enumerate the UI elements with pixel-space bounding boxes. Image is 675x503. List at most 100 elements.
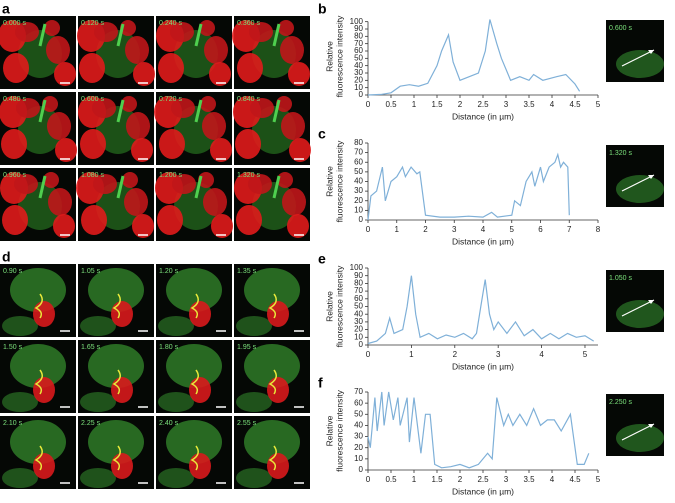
x-tick-label: 3.5 <box>523 100 535 109</box>
cell-red <box>47 112 71 140</box>
timestamp: 0.720 s <box>159 96 182 103</box>
cell-red <box>203 188 227 216</box>
cell-green <box>2 316 38 336</box>
cell-green <box>88 344 144 388</box>
cell-red <box>122 172 138 188</box>
filament <box>194 23 203 47</box>
timestamp: 1.05 s <box>81 268 101 275</box>
filament <box>116 23 125 47</box>
cell-red <box>189 301 211 327</box>
x-tick-label: 2 <box>458 100 463 109</box>
cell-red <box>211 214 233 238</box>
y-tick-label: 30 <box>354 432 363 441</box>
filament <box>194 175 203 199</box>
y-tick-label: 60 <box>354 157 363 166</box>
cell-green <box>616 50 664 78</box>
timestamp: 1.80 s <box>159 344 179 351</box>
x-tick-label: 2.5 <box>477 475 489 484</box>
timestamp: 0.120 s <box>81 20 104 27</box>
y-tick-label: 100 <box>350 17 364 26</box>
x-tick-label: 5 <box>596 100 601 109</box>
cell-red <box>276 96 292 112</box>
x-tick-label: 0.5 <box>385 100 397 109</box>
x-tick-label: 8 <box>596 225 601 234</box>
cell-red <box>157 205 183 235</box>
timestamp: 1.95 s <box>237 344 257 351</box>
x-tick-label: 0 <box>366 475 371 484</box>
filament <box>272 23 281 47</box>
arrow <box>621 174 655 192</box>
x-tick-label: 0 <box>366 350 371 359</box>
cell-red <box>209 62 231 86</box>
cell-green <box>158 468 194 488</box>
filament <box>112 369 121 395</box>
y-tick-label: 20 <box>354 75 363 84</box>
x-tick-label: 3.5 <box>523 475 535 484</box>
filament <box>268 369 277 395</box>
timestamp: 0.960 s <box>3 172 26 179</box>
x-tick-label: 1 <box>412 475 417 484</box>
x-tick-label: 0 <box>366 100 371 109</box>
x-tick-label: 5 <box>596 475 601 484</box>
x-tick-label: 5 <box>510 225 515 234</box>
cell-green <box>166 344 222 388</box>
x-tick-label: 4.5 <box>569 475 581 484</box>
cell-green <box>2 392 38 412</box>
x-tick-label: 2.5 <box>477 100 489 109</box>
y-tick-label: 70 <box>354 39 363 48</box>
cell-red <box>132 214 154 238</box>
cell-red <box>33 377 55 403</box>
x-tick-label: 5 <box>583 350 588 359</box>
cell-red <box>198 172 214 188</box>
timestamp: 0.90 s <box>3 268 23 275</box>
filament <box>268 445 277 471</box>
x-tick-label: 1.5 <box>431 475 443 484</box>
cell-red <box>267 377 289 403</box>
cell-green <box>80 316 116 336</box>
cell-green <box>166 420 222 464</box>
filament <box>194 99 203 123</box>
cell-green <box>244 344 300 388</box>
cell-red <box>1 129 27 159</box>
cell-red <box>33 301 55 327</box>
cell-red <box>199 20 215 36</box>
filament <box>38 175 47 199</box>
filament <box>190 369 199 395</box>
cell-red <box>158 53 184 83</box>
y-axis-label: Relative <box>324 166 334 197</box>
cell-red <box>159 129 185 159</box>
y-axis-label: Relative <box>324 291 334 322</box>
filament <box>112 293 121 319</box>
intensity-line <box>367 19 581 96</box>
x-tick-label: 4 <box>481 225 486 234</box>
cell-red <box>48 188 72 216</box>
arrow-head <box>648 424 654 428</box>
y-tick-label: 70 <box>354 148 363 157</box>
cell-green <box>244 420 300 464</box>
y-tick-label: 60 <box>354 294 363 303</box>
cell-red <box>248 174 272 194</box>
cell-red <box>94 22 118 42</box>
cell-red <box>124 188 148 216</box>
x-axis-label: Distance (in µm) <box>452 111 514 121</box>
cell-red <box>43 172 59 188</box>
arrow-head <box>648 175 654 179</box>
cell-red <box>121 96 137 112</box>
y-axis-label: fluorescence intensity <box>334 140 344 222</box>
timestamp: 2.55 s <box>237 420 257 427</box>
intensity-line <box>367 391 590 469</box>
panel-letter: a <box>2 1 10 17</box>
x-tick-label: 7 <box>567 225 572 234</box>
cell-green <box>158 316 194 336</box>
intensity-line <box>367 275 595 345</box>
x-tick-label: 4 <box>550 475 555 484</box>
timestamp: 0.240 s <box>159 20 182 27</box>
y-tick-label: 0 <box>359 340 364 349</box>
y-tick-label: 80 <box>354 138 363 147</box>
x-tick-label: 4.5 <box>569 100 581 109</box>
cell-red <box>111 377 133 403</box>
y-tick-label: 90 <box>354 24 363 33</box>
x-tick-label: 3 <box>504 475 509 484</box>
timestamp: 1.65 s <box>81 344 101 351</box>
timestamp: 1.35 s <box>237 268 257 275</box>
